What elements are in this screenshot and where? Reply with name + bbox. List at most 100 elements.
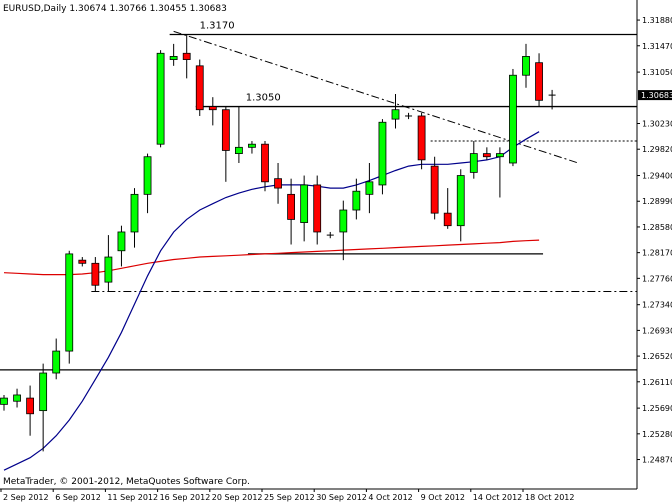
candle-body-13 xyxy=(169,56,178,60)
candles xyxy=(0,34,556,452)
candle-body-40 xyxy=(522,56,530,76)
candle-30 xyxy=(391,94,400,129)
candle-18 xyxy=(234,106,243,163)
candle-body-1 xyxy=(13,394,21,402)
price-scale-area xyxy=(637,0,672,504)
candle-body-16 xyxy=(208,106,217,111)
candle-body-36 xyxy=(469,153,478,173)
candle-38 xyxy=(495,147,504,198)
candle-7 xyxy=(91,257,100,292)
candle-37 xyxy=(482,147,491,160)
candle-26 xyxy=(339,200,348,261)
candle-body-5 xyxy=(65,253,74,352)
y-tick-label-9: 1.27760 xyxy=(642,274,672,283)
candle-4 xyxy=(52,338,61,380)
current-price-label: 1.30683 xyxy=(641,91,672,100)
candle-body-11 xyxy=(143,156,152,195)
candle-body-35 xyxy=(456,175,465,227)
candle-0 xyxy=(0,394,8,411)
x-tick-label-1: 6 Sep 2012 xyxy=(55,493,101,502)
candle-body-33 xyxy=(430,165,439,214)
candle-36 xyxy=(469,141,478,179)
candle-22 xyxy=(287,178,296,245)
candle-8 xyxy=(104,235,113,292)
candle-body-34 xyxy=(443,212,452,227)
candle-33 xyxy=(430,156,439,220)
candle-29 xyxy=(378,119,387,195)
candle-body-12 xyxy=(156,52,165,145)
time-axis: 2 Sep 2012 6 Sep 2012 11 Sep 2012 16 Sep 20… xyxy=(0,489,574,502)
candle-body-23 xyxy=(300,184,309,223)
candle-body-17 xyxy=(221,109,230,151)
candle-15 xyxy=(195,59,204,116)
candle-body-4 xyxy=(52,350,61,374)
candle-body-2 xyxy=(26,397,35,415)
candle-13 xyxy=(169,43,178,66)
candle-body-37 xyxy=(482,153,491,158)
candle-body-39 xyxy=(509,74,517,164)
candle-6 xyxy=(78,257,87,267)
ma-fast-line xyxy=(3,131,540,471)
candle-body-9 xyxy=(117,231,126,252)
candle-body-6 xyxy=(78,259,87,264)
candle-40 xyxy=(522,43,530,88)
y-tick-label-16: 1.24870 xyxy=(642,456,672,465)
candle-body-22 xyxy=(287,193,296,220)
chart-title: EURUSD,Daily 1.30674 1.30766 1.30455 1.30… xyxy=(3,4,227,14)
candle-28 xyxy=(365,163,374,214)
x-tick-label-4: 20 Sep 2012 xyxy=(212,493,263,502)
candle-body-0 xyxy=(0,397,8,405)
y-tick-label-2: 1.31050 xyxy=(642,68,672,77)
candle-body-20 xyxy=(261,143,269,183)
candle-body-18 xyxy=(234,146,243,154)
moving-average-fast xyxy=(3,131,540,471)
candle-17 xyxy=(221,106,230,182)
y-tick-label-7: 1.28580 xyxy=(642,223,672,232)
brand-footer: MetaTrader, © 2001-2012, MetaQuotes Soft… xyxy=(3,477,250,487)
y-tick-label-14: 1.25690 xyxy=(642,404,672,413)
candle-body-30 xyxy=(391,109,400,120)
candle-16 xyxy=(208,97,217,126)
candle-body-38 xyxy=(495,153,504,158)
candle-2 xyxy=(26,385,35,436)
candle-body-8 xyxy=(104,256,113,283)
y-tick-label-10: 1.27340 xyxy=(642,301,672,310)
x-tick-label-10: 18 Oct 2012 xyxy=(525,493,574,502)
x-tick-label-7: 4 Oct 2012 xyxy=(368,493,412,502)
level-label-0: 1.3170 xyxy=(200,20,235,31)
candle-39 xyxy=(509,68,517,167)
candle-body-24 xyxy=(313,184,322,233)
y-tick-label-1: 1.31470 xyxy=(642,42,672,51)
y-tick-label-0: 1.31880 xyxy=(642,16,672,25)
x-tick-label-2: 11 Sep 2012 xyxy=(107,493,158,502)
y-tick-label-6: 1.28990 xyxy=(642,197,672,206)
y-tick-label-15: 1.25280 xyxy=(642,430,672,439)
candle-body-3 xyxy=(39,372,48,412)
candle-body-26 xyxy=(339,209,348,233)
price-axis: 1.31880 1.31470 1.31050 1.30230 1.29820 1.294… xyxy=(637,16,672,465)
candle-body-29 xyxy=(378,121,387,186)
x-tick-label-0: 2 Sep 2012 xyxy=(3,493,49,502)
candle-5 xyxy=(65,250,74,364)
x-tick-label-9: 14 Oct 2012 xyxy=(473,493,522,502)
candle-body-21 xyxy=(274,178,282,189)
candle-body-32 xyxy=(417,115,426,161)
y-tick-label-4: 1.29820 xyxy=(642,145,672,154)
candle-body-19 xyxy=(248,143,256,148)
candle-32 xyxy=(417,112,426,170)
candle-24 xyxy=(313,175,322,245)
candle-27 xyxy=(352,178,361,220)
candle-35 xyxy=(456,169,465,242)
candle-body-14 xyxy=(182,52,191,60)
x-tick-label-6: 30 Sep 2012 xyxy=(316,493,367,502)
candle-3 xyxy=(39,363,48,452)
candle-25 xyxy=(326,231,334,239)
level-label-1: 1.3050 xyxy=(246,93,281,104)
candle-body-28 xyxy=(365,181,374,195)
candle-19 xyxy=(248,141,256,154)
y-tick-label-12: 1.26520 xyxy=(642,352,672,361)
candle-42 xyxy=(548,89,556,110)
candle-10 xyxy=(130,188,139,248)
